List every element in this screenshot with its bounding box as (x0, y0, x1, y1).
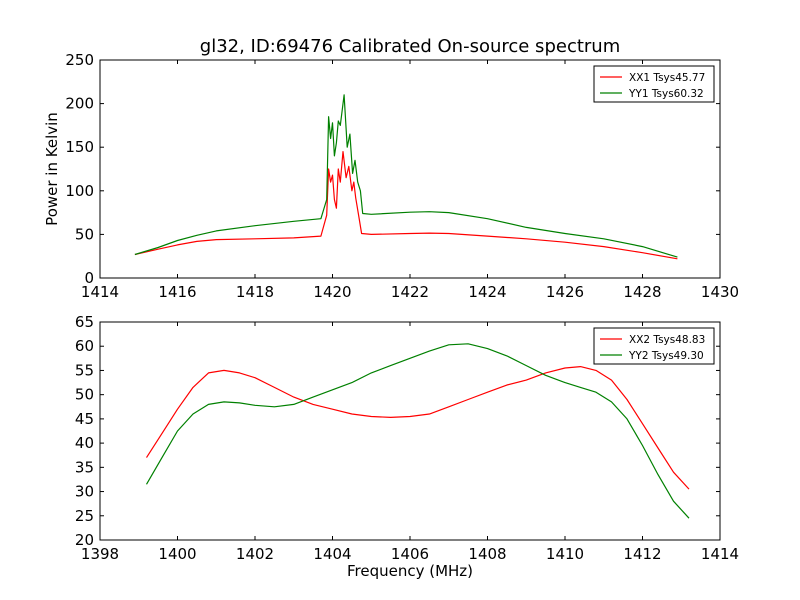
top-series-line-2 (134, 94, 678, 258)
top-x-tick-label: 1428 (623, 283, 661, 301)
top-x-tick-label: 1426 (546, 283, 584, 301)
top-y-tick-label: 0 (84, 269, 94, 287)
bottom-y-tick-label: 25 (75, 507, 94, 525)
top-y-tick-label: 50 (75, 225, 94, 243)
top-x-tick-label: 1418 (236, 283, 274, 301)
top-x-tick-label: 1414 (81, 283, 119, 301)
bottom-series-group (145, 343, 690, 519)
top-y-tick-label: 200 (65, 95, 94, 113)
top-y-axis-label: Power in Kelvin (43, 112, 61, 226)
top-x-tick-label: 1420 (313, 283, 351, 301)
bottom-x-tick-label: 1400 (158, 545, 196, 563)
top-legend-box (593, 65, 715, 103)
plot-top: 1414 1416 1418 1420 1422 1424 1426 1428 1430 0 50 1… (43, 51, 739, 301)
plot-bottom: 1398 1400 1402 1404 1406 1408 1410 1412 1414 20 25… (75, 313, 739, 580)
bottom-y-tick-label: 60 (75, 337, 94, 355)
bottom-x-tick-label: 1404 (313, 545, 351, 563)
top-y-tick-label: 150 (65, 138, 94, 156)
top-series-line-1 (134, 151, 678, 260)
figure-title: gl32, ID:69476 Calibrated On-source spec… (200, 36, 620, 57)
top-legend-label-1: XX1 Tsys45.77 (629, 72, 705, 84)
top-y-tick-label: 250 (65, 51, 94, 69)
bottom-x-tick-label: 1406 (391, 545, 429, 563)
bottom-y-tick-label: 40 (75, 434, 94, 452)
top-series-group (134, 94, 678, 260)
top-legend: XX1 Tsys45.77 YY1 Tsys60.32 (593, 65, 715, 103)
bottom-y-tick-label: 55 (75, 361, 94, 379)
bottom-y-tick-label: 30 (75, 483, 94, 501)
top-legend-label-2: YY1 Tsys60.32 (628, 88, 704, 100)
bottom-x-tick-label: 1410 (546, 545, 584, 563)
bottom-y-tick-label: 45 (75, 410, 94, 428)
bottom-x-tick-label: 1414 (701, 545, 739, 563)
bottom-x-axis-label: Frequency (MHz) (347, 562, 473, 580)
bottom-y-tick-label: 35 (75, 458, 94, 476)
bottom-legend-label-2: YY2 Tsys49.30 (628, 350, 704, 362)
bottom-x-tick-label: 1398 (81, 545, 119, 563)
bottom-y-tick-label: 20 (75, 531, 94, 549)
bottom-series-line-1 (145, 366, 690, 490)
bottom-x-tick-label: 1402 (236, 545, 274, 563)
top-y-tick-label: 100 (65, 182, 94, 200)
top-x-tick-label: 1422 (391, 283, 429, 301)
bottom-series-line-2 (145, 343, 690, 519)
bottom-x-tick-label: 1412 (623, 545, 661, 563)
top-x-tick-label: 1424 (468, 283, 506, 301)
bottom-x-tick-label: 1408 (468, 545, 506, 563)
bottom-legend-label-1: XX2 Tsys48.83 (629, 334, 705, 346)
top-x-tick-label: 1416 (158, 283, 196, 301)
top-x-tick-label: 1430 (701, 283, 739, 301)
bottom-y-tick-label: 50 (75, 386, 94, 404)
bottom-y-tick-label: 65 (75, 313, 94, 331)
bottom-legend-box (593, 327, 715, 365)
bottom-legend: XX2 Tsys48.83 YY2 Tsys49.30 (593, 327, 715, 365)
